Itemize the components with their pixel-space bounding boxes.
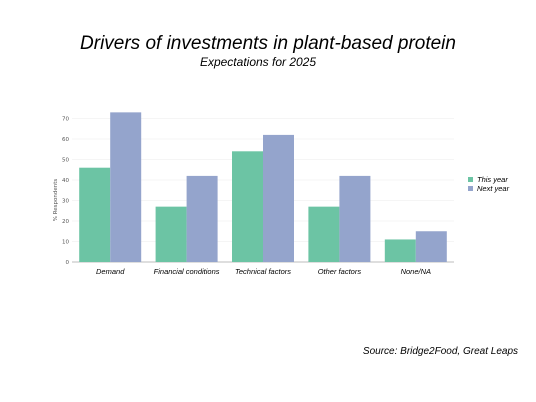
y-tick-label: 50 (62, 158, 69, 164)
bar-next-year (415, 231, 447, 262)
chart-subtitle: Expectations for 2025 (199, 55, 317, 69)
y-tick-label: 0 (66, 260, 70, 266)
legend-label: This year (477, 175, 508, 184)
x-tick-label: Other factors (318, 267, 362, 276)
y-axis-label: % Respondents (53, 179, 59, 222)
x-axis-labels: Demand Financial conditions Technical fact… (96, 267, 431, 276)
x-tick-label: Demand (96, 267, 125, 276)
legend-label: Next year (477, 184, 510, 193)
bar-next-year (110, 112, 142, 262)
y-tick-label: 30 (62, 199, 69, 205)
x-tick-label: None/NA (401, 267, 431, 276)
bar-this-year (79, 167, 111, 262)
bar-next-year (339, 175, 371, 262)
bar-this-year (155, 206, 187, 262)
bars (79, 112, 447, 262)
bar-next-year (186, 175, 218, 262)
x-tick-label: Financial conditions (154, 267, 220, 276)
chart-title: Drivers of investments in plant-based pr… (80, 33, 456, 54)
y-axis-ticks: 0 10 20 30 40 50 60 70 (62, 117, 70, 267)
y-tick-label: 10 (62, 240, 69, 246)
x-tick-label: Technical factors (235, 267, 291, 276)
y-tick-label: 60 (62, 137, 69, 143)
bar-this-year (308, 206, 340, 262)
y-tick-label: 40 (62, 178, 69, 184)
legend-swatch (468, 186, 473, 191)
legend-swatch (468, 177, 473, 182)
bar-next-year (263, 134, 294, 262)
y-tick-label: 70 (62, 117, 69, 123)
y-tick-label: 20 (62, 219, 69, 225)
bar-this-year (384, 239, 416, 262)
source-note: Source: Bridge2Food, Great Leaps (362, 346, 518, 357)
bar-this-year (232, 151, 263, 262)
